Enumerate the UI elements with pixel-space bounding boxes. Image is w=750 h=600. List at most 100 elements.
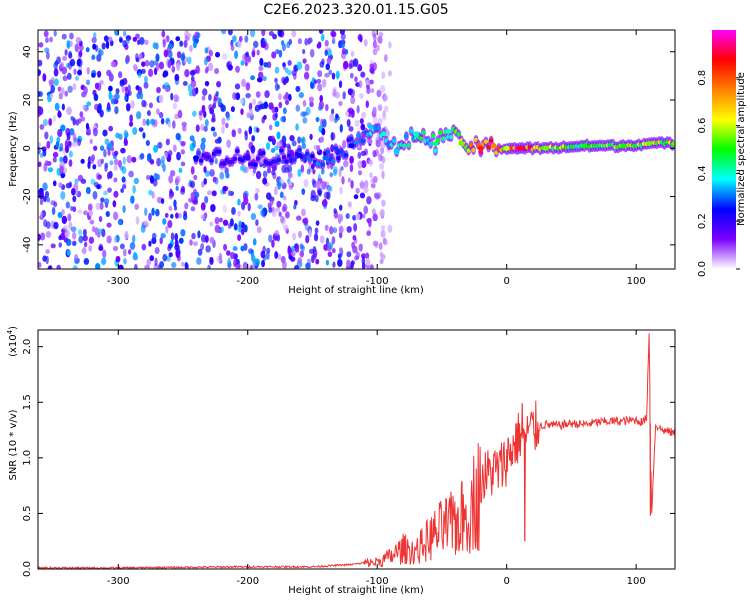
spectrogram-noise-speck <box>42 148 47 157</box>
spectrogram-x-ticks: -300 -200 -100 0 100 <box>107 30 646 287</box>
spectrogram-noise-speck <box>107 36 113 43</box>
spectrogram-noise-speck <box>314 227 319 234</box>
spectrogram-noise-speck <box>42 255 47 262</box>
spectrogram-noise-speck <box>278 93 282 100</box>
colorbar: 0.0 0.2 0.4 0.6 0.8 Normalized spectral ampl… <box>697 30 747 277</box>
spectrogram-noise-speck <box>93 145 98 151</box>
spectrogram-noise-speck <box>209 221 214 227</box>
spectrogram-noise-speck <box>208 94 212 101</box>
spectrogram-noise-speck <box>154 257 158 266</box>
spectrogram-noise-speck <box>277 30 282 37</box>
spectrogram-noise-speck <box>381 199 386 207</box>
spectrogram-noise-speck <box>357 33 363 42</box>
colorbar-tick-label: 0.4 <box>697 165 708 181</box>
spectrogram-noise-speck <box>369 63 374 70</box>
spectrogram-noise-speck <box>69 128 75 136</box>
spectrogram-noise-speck <box>50 243 56 249</box>
spectrogram-noise-speck <box>162 70 169 77</box>
spectrogram-noise-speck <box>381 170 385 179</box>
spectrogram-noise-speck <box>103 35 109 42</box>
spectrogram-track-point <box>253 162 258 168</box>
spectrogram-noise-speck <box>313 79 317 85</box>
spectrogram-noise-speck <box>75 75 79 81</box>
spectrogram-noise-speck <box>310 189 316 199</box>
spectrogram-noise-speck <box>40 232 46 241</box>
spectrogram-noise-speck <box>204 68 209 74</box>
spectrogram-noise-speck <box>119 37 123 43</box>
spectrogram-noise-speck <box>57 86 62 92</box>
spectrogram-noise-speck <box>120 147 126 154</box>
spectrogram-noise-speck <box>48 264 53 269</box>
spectrogram-noise-speck <box>379 209 385 217</box>
spectrogram-noise-speck <box>281 40 285 46</box>
spectrogram-noise-speck <box>275 49 280 55</box>
spectrogram-noise-speck <box>93 32 97 39</box>
spectrogram-noise-speck <box>338 168 342 178</box>
spectrogram-noise-speck <box>114 150 119 156</box>
spectrogram-noise-speck <box>230 106 235 113</box>
spectrogram-noise-speck <box>171 65 176 73</box>
spectrogram-noise-speck <box>218 252 223 261</box>
snr-y-multiplier: (x104) <box>6 326 19 357</box>
spectrogram-noise-speck <box>381 156 386 164</box>
figure-title: C2E6.2023.320.01.15.G05 <box>263 2 448 18</box>
spectrogram-noise-speck <box>274 145 279 151</box>
spectrogram-noise-speck <box>312 180 317 188</box>
spectrogram-noise-speck <box>110 61 117 68</box>
spectrogram-noise-speck <box>319 235 325 244</box>
spectrogram-noise-speck <box>360 71 366 78</box>
spectrogram-noise-speck <box>287 60 292 66</box>
spectrogram-track-point <box>421 130 426 135</box>
spectrogram-noise-speck <box>88 236 95 244</box>
spectrogram-noise-speck <box>161 155 165 164</box>
spectrogram-noise-speck <box>186 32 192 38</box>
spectrogram-noise-speck <box>43 219 48 228</box>
spectrogram-noise-speck <box>222 219 229 226</box>
spectrogram-noise-speck <box>356 105 360 114</box>
spectrogram-noise-speck <box>65 201 71 209</box>
x-tick-label: 0 <box>503 576 509 587</box>
spectrogram-noise-speck <box>167 150 173 157</box>
spectrogram-noise-speck <box>57 211 63 219</box>
spectrogram-noise-speck <box>72 265 78 269</box>
spectrogram-noise-speck <box>38 142 42 148</box>
spectrogram-noise-speck <box>230 207 236 216</box>
spectrogram-noise-speck <box>293 204 297 210</box>
spectrogram-noise-speck <box>168 174 174 184</box>
spectrogram-noise-speck <box>230 44 235 52</box>
spectrogram-noise-speck <box>369 172 373 179</box>
spectrogram-noise-speck <box>54 102 60 111</box>
spectrogram-noise-speck <box>97 103 102 112</box>
snr-x-label: Height of straight line (km) <box>288 585 424 596</box>
snr-y-label: SNR (10 * v/v) <box>8 409 19 480</box>
spectrogram-noise-speck <box>174 244 180 251</box>
spectrogram-noise-speck <box>38 90 41 97</box>
spectrogram-noise-speck <box>49 93 54 99</box>
spectrogram-noise-speck <box>204 57 208 66</box>
spectrogram-noise-speck <box>66 106 72 116</box>
spectrogram-noise-speck <box>319 61 325 68</box>
spectrogram-noise-speck <box>67 213 72 222</box>
spectrogram-noise-speck <box>59 165 64 175</box>
x-tick-label: -200 <box>236 276 259 287</box>
spectrogram-noise-speck <box>70 226 77 233</box>
spectrogram-noise-speck <box>192 139 196 148</box>
spectrogram-noise-speck <box>72 206 77 213</box>
spectrogram-noise-speck <box>372 48 378 56</box>
spectrogram-noise-speck <box>134 263 138 269</box>
spectrogram-noise-speck <box>256 49 260 56</box>
spectrogram-noise-speck <box>227 64 233 71</box>
spectrogram-noise-speck <box>352 58 359 68</box>
spectrogram-noise-speck <box>259 57 264 67</box>
spectrogram-noise-speck <box>142 118 147 126</box>
spectrogram-noise-speck <box>103 149 107 158</box>
spectrogram-noise-speck <box>281 164 287 174</box>
spectrogram-noise-speck <box>275 206 281 213</box>
spectrogram-noise-speck <box>276 181 282 187</box>
spectrogram-noise-speck <box>276 131 281 140</box>
spectrogram-noise-speck <box>225 250 231 256</box>
spectrogram-noise-speck <box>192 40 197 49</box>
spectrogram-noise-speck <box>128 170 134 178</box>
spectrogram-noise-speck <box>349 88 356 98</box>
spectrogram-noise-speck <box>315 180 321 190</box>
